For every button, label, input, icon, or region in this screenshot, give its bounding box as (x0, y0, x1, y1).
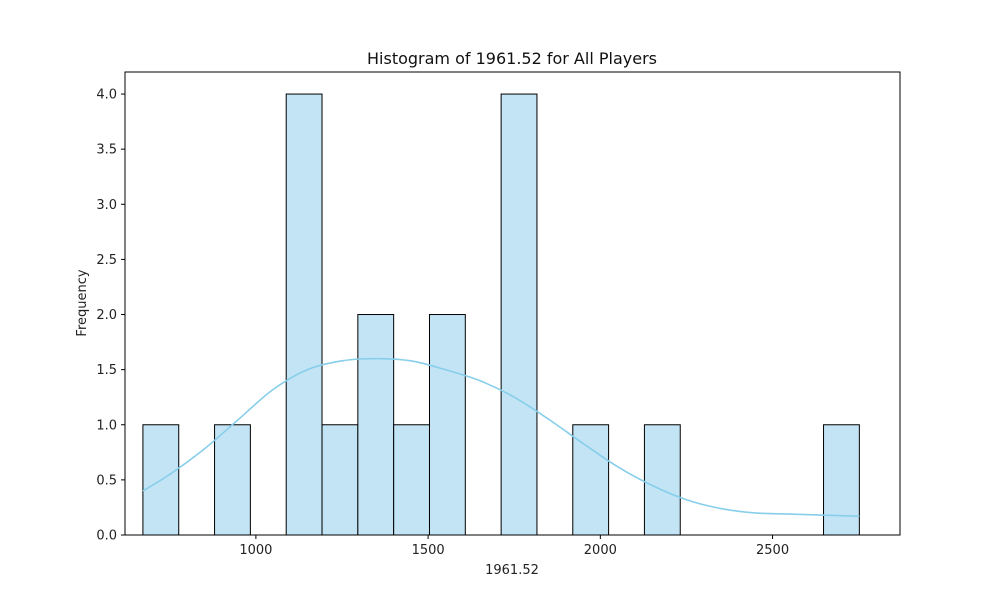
histogram-bar-6 (357, 314, 395, 536)
y-tick-label: 1.0 (96, 418, 117, 433)
chart-title: Histogram of 1961.52 for All Players (367, 49, 657, 68)
x-tick-label: 1500 (412, 543, 445, 558)
x-tick-label: 2500 (756, 543, 789, 558)
y-axis-title: Frequency (75, 269, 90, 336)
histogram-bar-4 (285, 93, 323, 536)
y-tick-label: 4.0 (96, 88, 117, 103)
y-tick-label: 3.0 (96, 198, 117, 213)
x-axis-ticks: 1000 1500 2000 2500 (239, 535, 789, 558)
y-tick-label: 2.5 (96, 253, 117, 268)
histogram-bar-7 (393, 424, 430, 536)
histogram-bar-19 (823, 424, 860, 536)
x-tick-label: 1000 (239, 543, 272, 558)
histogram-bar-10 (500, 93, 538, 536)
y-tick-label: 2.0 (96, 308, 117, 323)
histogram-bar-8 (428, 314, 466, 536)
x-axis-title: 1961.52 (485, 563, 539, 578)
y-tick-label: 3.5 (96, 143, 117, 158)
histogram-bars (142, 93, 860, 536)
histogram-bar-5 (321, 424, 359, 536)
histogram-bar-14 (643, 424, 681, 536)
y-tick-label: 0.0 (96, 529, 117, 544)
y-tick-label: 1.5 (96, 363, 117, 378)
y-axis-ticks: 0.0 0.5 1.0 1.5 2.0 2.5 3.0 3.5 4.0 (96, 88, 125, 544)
kde-curve-group (142, 357, 860, 518)
y-tick-label: 0.5 (96, 473, 117, 488)
kde-curve (142, 357, 860, 518)
plot-area-frame (124, 71, 901, 536)
x-tick-label: 2000 (584, 543, 617, 558)
histogram-bar-2 (214, 424, 251, 536)
histogram-bar-12 (572, 424, 610, 536)
